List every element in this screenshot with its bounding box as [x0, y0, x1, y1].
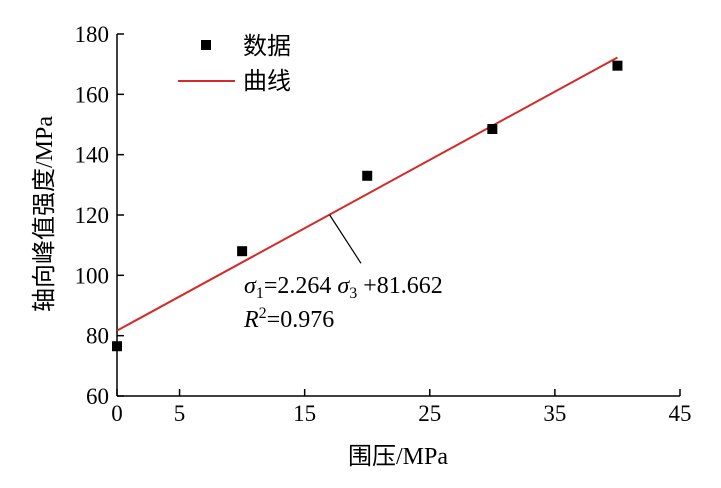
- axes: [116, 34, 680, 397]
- r2-letter: R: [243, 307, 259, 333]
- y-tick-label-60: 60: [86, 384, 109, 409]
- y-ticks: 60 80 100 120 140 160 180: [75, 22, 124, 409]
- y-tick-label-120: 120: [75, 203, 110, 228]
- data-point-4: [612, 60, 623, 71]
- x-axis-title: 围压/MPa: [348, 444, 448, 470]
- y-tick-label-80: 80: [86, 324, 109, 349]
- r2-exp: 2: [259, 305, 267, 322]
- data-point-2: [362, 170, 373, 181]
- x-ticks: 0 5 15 25 35 45: [111, 389, 692, 426]
- r-squared: R2=0.976: [243, 305, 334, 333]
- data-point-3: [487, 124, 498, 135]
- fit-equation: σ1=2.264 σ3 +81.662: [244, 273, 443, 302]
- x-tick-label-15: 15: [293, 401, 316, 426]
- eq-sigma3: σ: [337, 273, 350, 299]
- y-tick-label-140: 140: [75, 143, 110, 168]
- y-tick-label-160: 160: [75, 82, 110, 107]
- annotation-pointer: [329, 214, 362, 264]
- x-tick-label-5: 5: [174, 401, 186, 426]
- eq-middle: =2.264: [264, 273, 338, 299]
- x-tick-label-0: 0: [111, 401, 123, 426]
- data-point-0: [112, 341, 122, 352]
- x-tick-label-35: 35: [543, 401, 566, 426]
- legend-label-fit: 曲线: [243, 68, 291, 95]
- x-tick-label-25: 25: [418, 401, 441, 426]
- legend-marker-square: [201, 40, 211, 50]
- y-tick-label-180: 180: [75, 22, 110, 47]
- y-tick-label-100: 100: [75, 263, 110, 288]
- fit-line: [116, 56, 618, 332]
- r2-value: =0.976: [267, 307, 335, 333]
- eq-sub1: 1: [256, 285, 264, 302]
- legend: 数据 曲线: [178, 33, 291, 95]
- eq-sub3: 3: [349, 285, 357, 302]
- eq-end: +81.662: [357, 273, 443, 299]
- x-tick-label-45: 45: [669, 401, 692, 426]
- data-point-1: [237, 246, 248, 257]
- y-axis-title: 轴向峰值强度/MPa: [31, 116, 58, 312]
- eq-sigma1: σ: [244, 273, 257, 299]
- series-layer: [112, 56, 623, 352]
- legend-label-data: 数据: [243, 33, 291, 60]
